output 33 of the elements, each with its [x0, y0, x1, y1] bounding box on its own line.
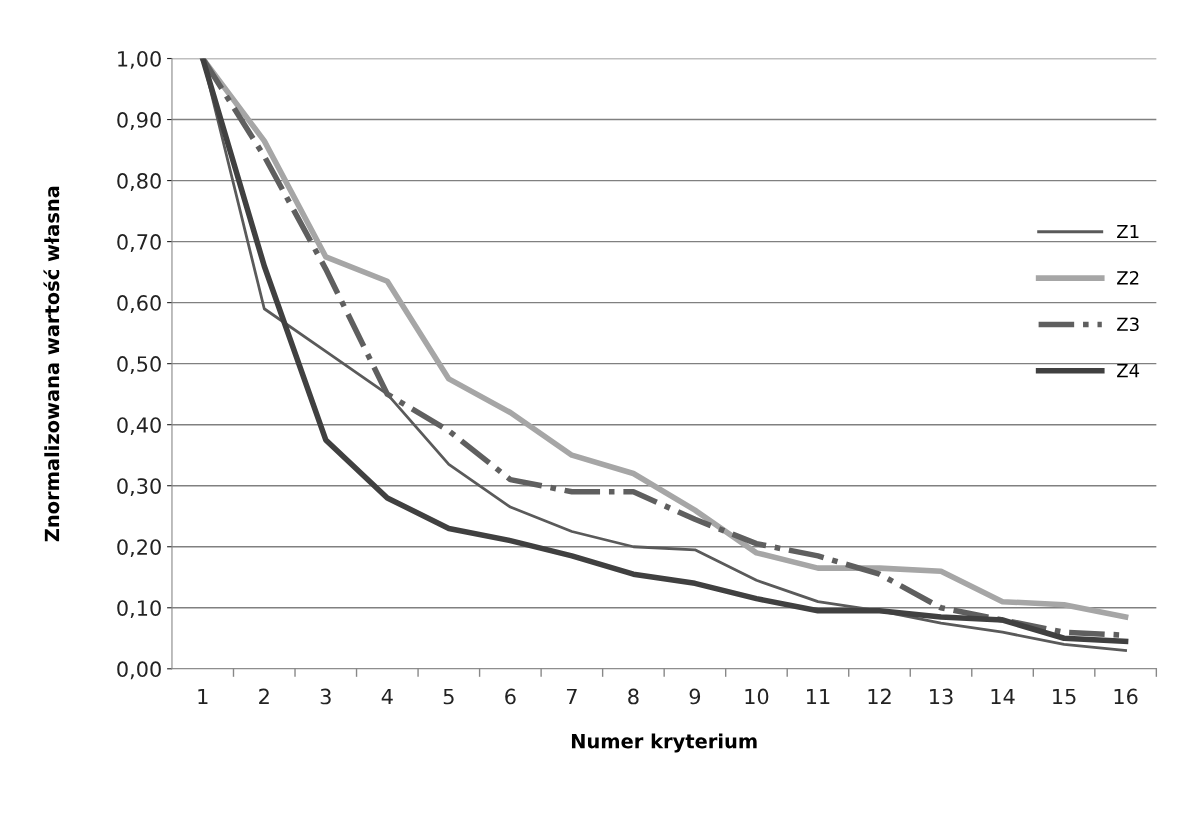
legend-label: Z2 — [1117, 271, 1139, 285]
y-tick-label: 0,40 — [117, 417, 161, 436]
x-tick-label: 12 — [868, 688, 891, 705]
x-tick-label: 10 — [745, 688, 769, 705]
x-tick-label: 6 — [505, 688, 516, 705]
x-tick-label: 5 — [443, 688, 454, 705]
y-tick-label: 0,80 — [117, 173, 161, 191]
x-tick-label: 8 — [628, 688, 639, 705]
x-tick-label: 4 — [381, 688, 393, 705]
y-tick-label: 0,50 — [117, 356, 161, 374]
x-tick-label: 3 — [320, 688, 331, 705]
legend-label: Z1 — [1117, 224, 1139, 239]
legend-label: Z3 — [1117, 317, 1139, 332]
x-tick-label: 2 — [259, 688, 269, 705]
y-axis-title: Znormalizowana wartość własna — [43, 186, 60, 542]
y-tick-label: 0,30 — [117, 478, 161, 497]
x-tick-label: 7 — [566, 688, 577, 705]
y-tick-label: 0,20 — [117, 539, 161, 558]
y-tick-label: 1,00 — [118, 50, 161, 69]
x-tick-label: 16 — [1114, 688, 1138, 705]
y-tick-label: 0,90 — [117, 112, 161, 130]
y-tick-label: 0,60 — [117, 295, 161, 313]
x-tick-label: 1 — [198, 688, 208, 705]
legend-label: Z4 — [1117, 364, 1140, 378]
y-tick-label: 0,00 — [117, 661, 161, 680]
y-tick-label: 0,10 — [117, 600, 161, 619]
x-tick-label: 14 — [991, 688, 1015, 705]
x-axis-title: Numer kryterium — [571, 733, 757, 753]
y-tick-label: 0,70 — [117, 234, 161, 252]
x-tick-label: 13 — [930, 688, 953, 705]
x-tick-label: 11 — [807, 688, 830, 705]
x-tick-label: 9 — [689, 688, 701, 705]
x-tick-label: 15 — [1053, 688, 1076, 705]
